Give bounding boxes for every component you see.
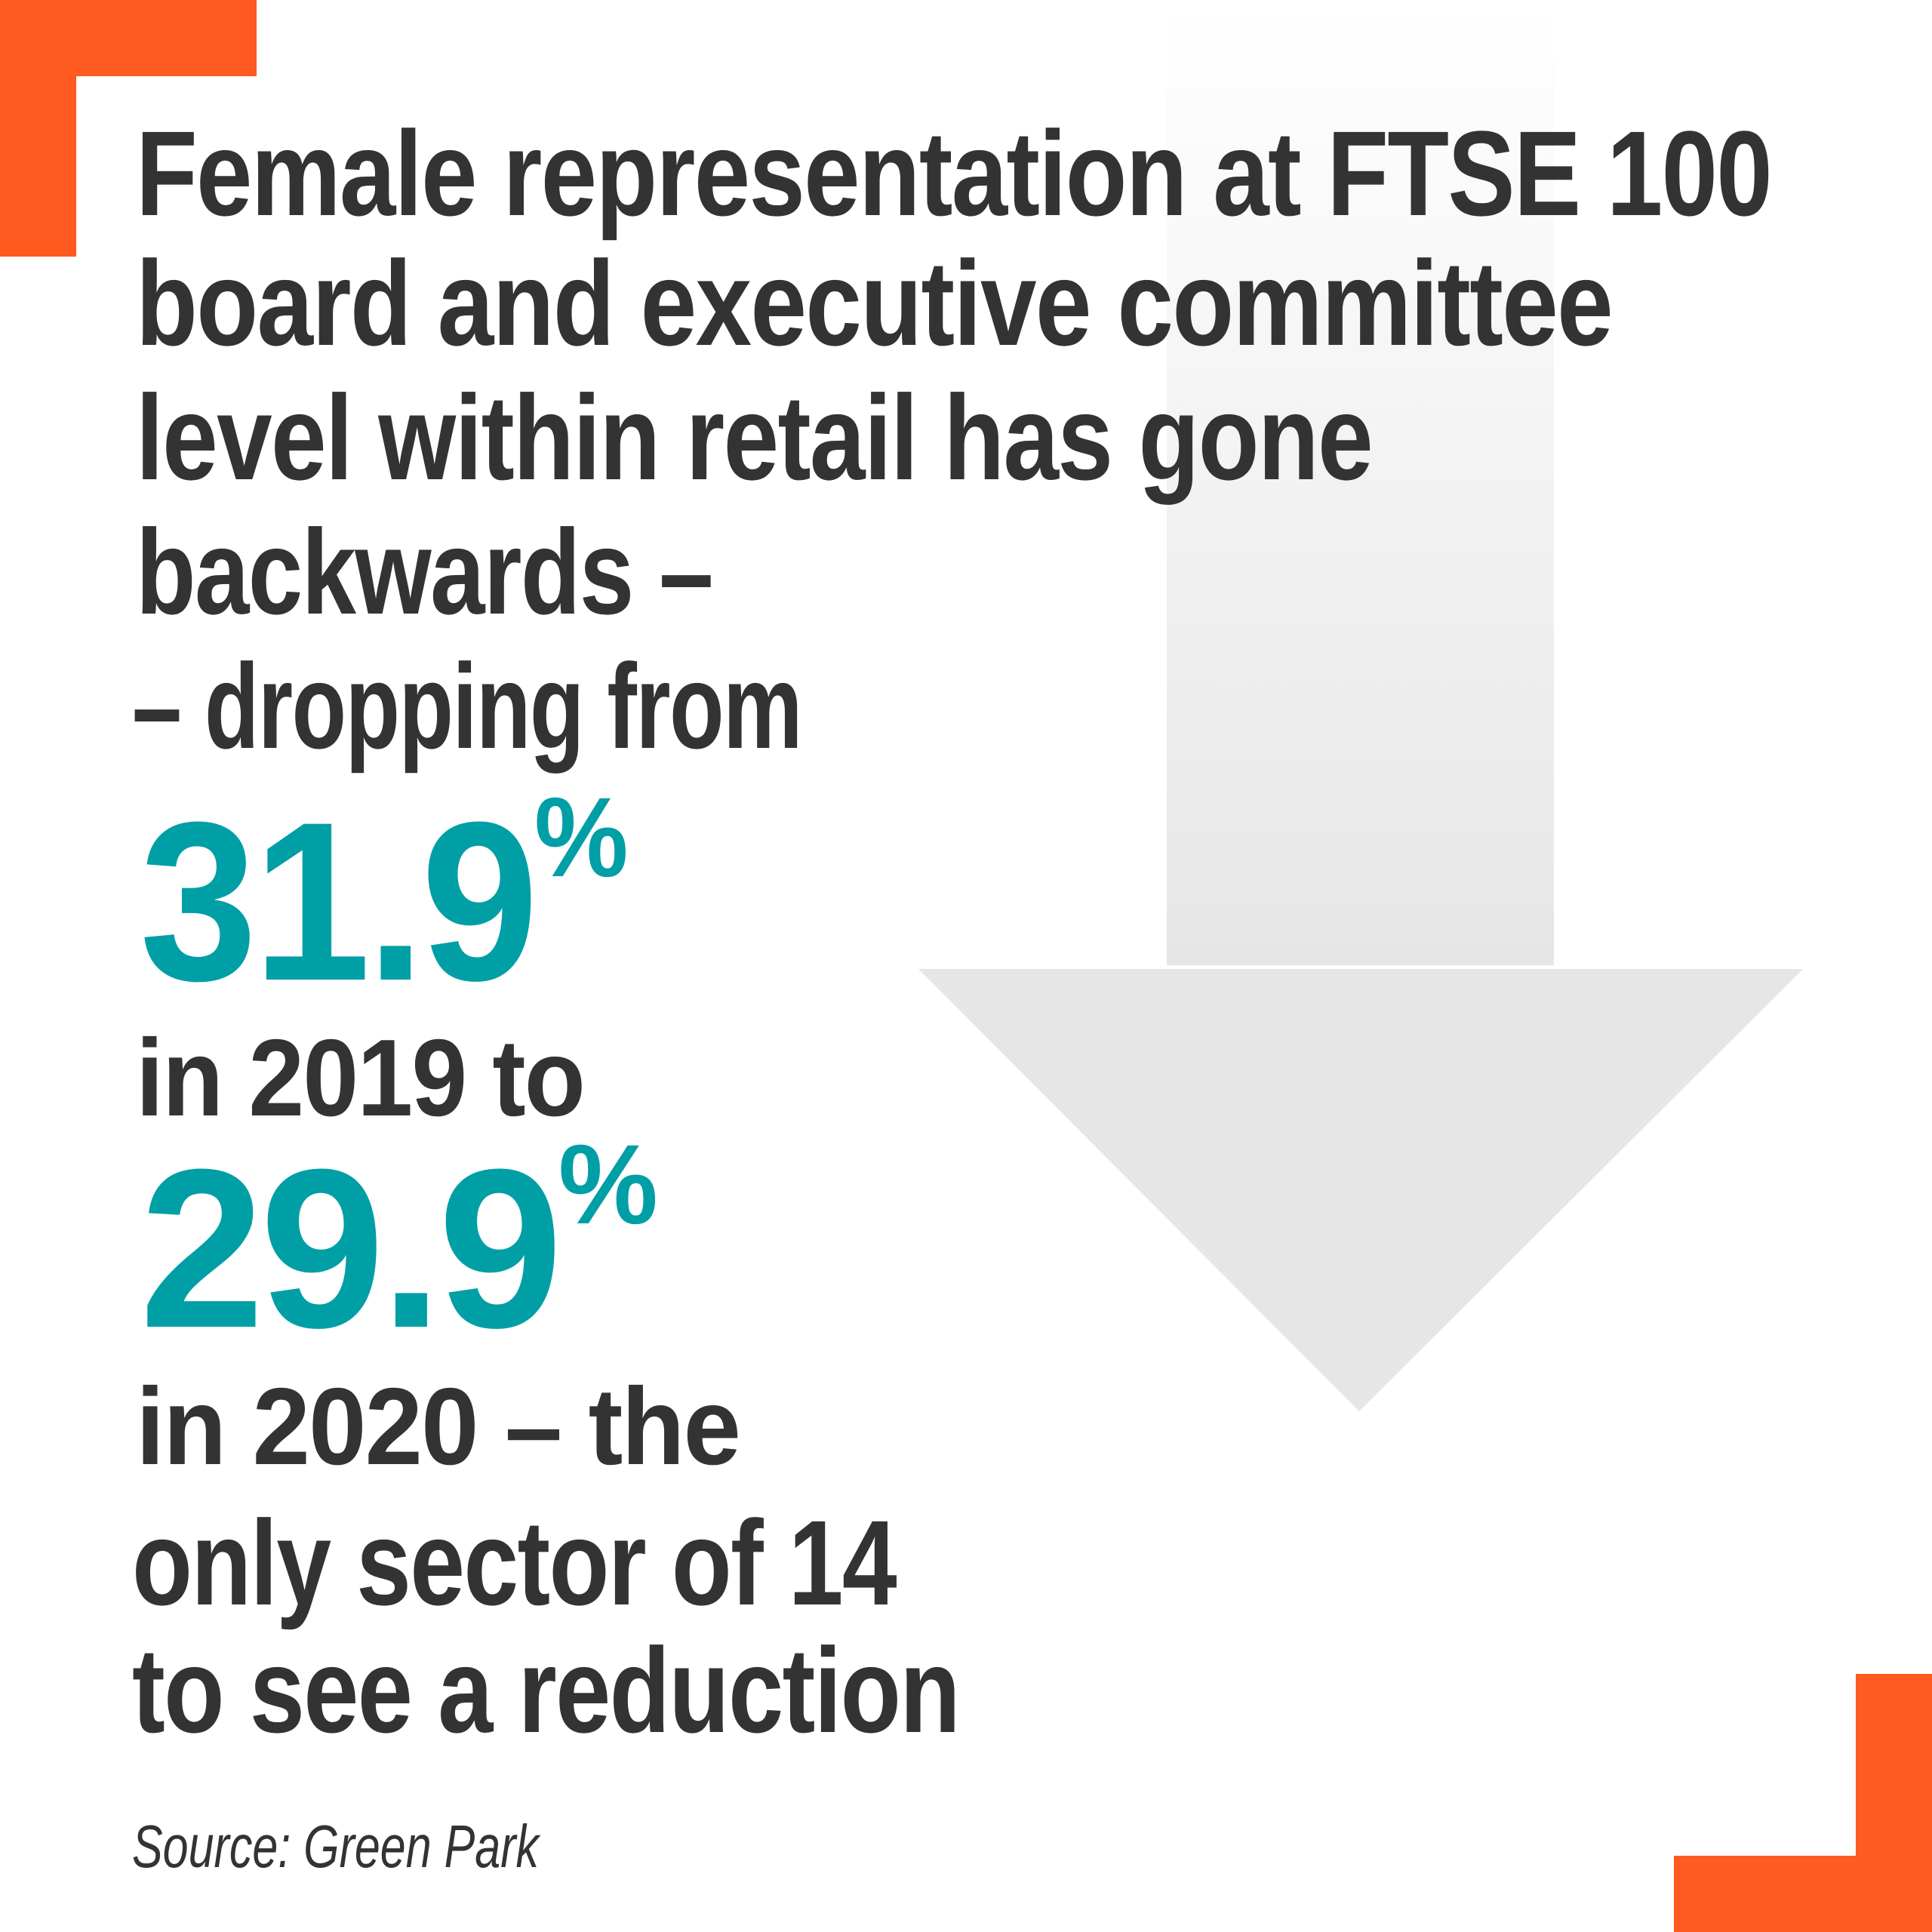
headline-line-1: Female representation at FTSE 100: [136, 106, 1773, 241]
tail-line-2: to see a reduction: [132, 1623, 961, 1758]
stat-2020-unit: %: [558, 1121, 658, 1247]
stat-2019: 31.9%: [140, 780, 629, 1014]
stat-2020-value: 29.9: [140, 1121, 563, 1375]
stat-2019-caption: in 2019 to: [136, 1017, 586, 1139]
headline-line-3: level within retail has gone: [136, 370, 1374, 505]
source-credit: Source: Green Park: [132, 1813, 539, 1880]
tail-line-1: only sector of 14: [132, 1495, 897, 1630]
stat-2019-unit: %: [534, 774, 629, 900]
headline-line-4: backwards –: [136, 504, 714, 639]
stat-2020: 29.9%: [140, 1128, 658, 1361]
corner-accent-bottom-right: [1856, 1674, 1932, 1932]
headline-line-5: – dropping from: [132, 638, 802, 774]
corner-accent-top-left: [0, 0, 76, 257]
stat-2020-caption: in 2020 – the: [136, 1365, 741, 1487]
stat-2019-value: 31.9: [140, 774, 539, 1028]
headline-line-2: board and executive committee: [136, 235, 1614, 371]
